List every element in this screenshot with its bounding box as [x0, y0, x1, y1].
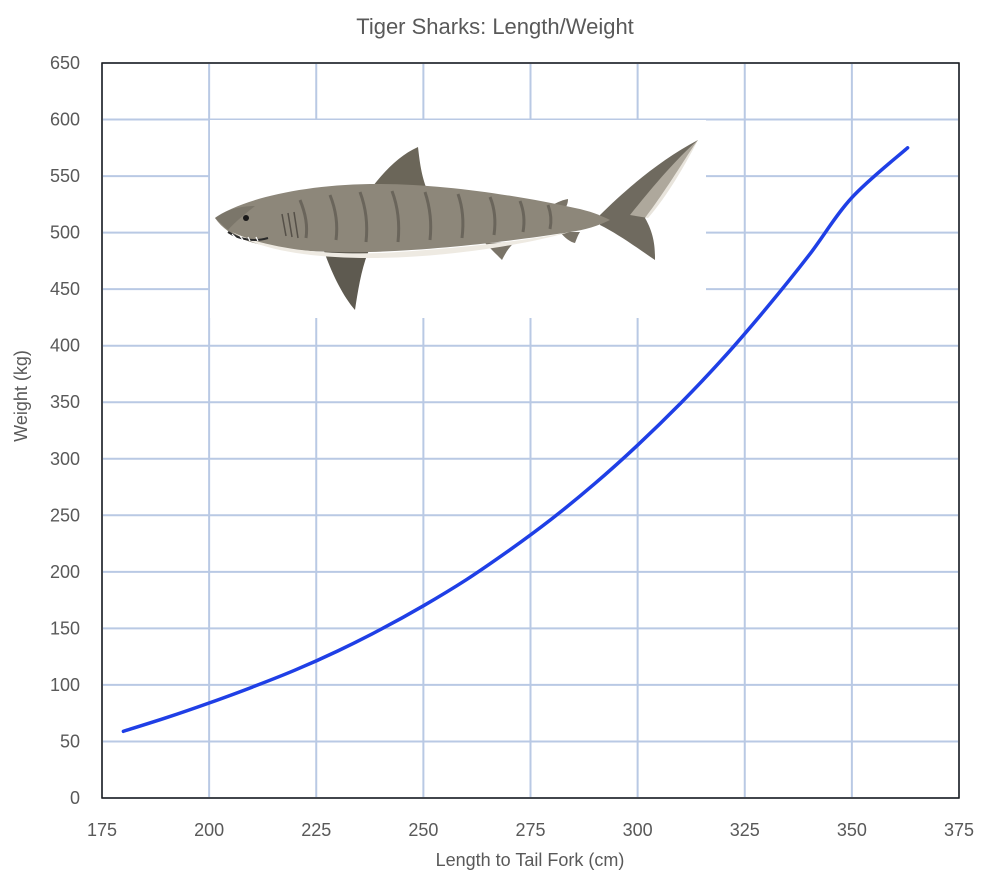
y-tick-label: 150: [50, 618, 80, 638]
series-line: [121, 146, 910, 734]
y-tick-label: 0: [70, 788, 80, 808]
x-tick-label: 300: [623, 820, 653, 840]
y-axis-tick-labels: 0 50 100 150 200 250 300 350 400 450 500 550 600 650: [50, 53, 80, 808]
x-tick-label: 225: [301, 820, 331, 840]
plot-area-border: [101, 62, 960, 799]
y-tick-label: 400: [50, 336, 80, 356]
x-tick-label: 325: [730, 820, 760, 840]
tiger-shark-image: [210, 120, 706, 318]
x-tick-label: 200: [194, 820, 224, 840]
x-tick-label: 175: [87, 820, 117, 840]
y-tick-label: 550: [50, 166, 80, 186]
x-tick-label: 375: [944, 820, 974, 840]
x-tick-label: 350: [837, 820, 867, 840]
series-layer: [121, 146, 910, 734]
chart-title: Tiger Sharks: Length/Weight: [356, 14, 634, 39]
y-tick-label: 300: [50, 449, 80, 469]
y-tick-label: 100: [50, 675, 80, 695]
y-tick-label: 200: [50, 562, 80, 582]
y-tick-label: 650: [50, 53, 80, 73]
x-axis-tick-labels: 175 200 225 250 275 300 325 350 375: [87, 820, 974, 840]
y-tick-label: 600: [50, 110, 80, 130]
x-axis-label: Length to Tail Fork (cm): [436, 850, 625, 870]
y-tick-label: 500: [50, 223, 80, 243]
y-tick-label: 350: [50, 392, 80, 412]
y-tick-label: 250: [50, 505, 80, 525]
x-tick-label: 275: [515, 820, 545, 840]
y-tick-label: 450: [50, 279, 80, 299]
y-tick-label: 50: [60, 731, 80, 751]
y-axis-label: Weight (kg): [11, 350, 31, 442]
x-tick-label: 250: [408, 820, 438, 840]
